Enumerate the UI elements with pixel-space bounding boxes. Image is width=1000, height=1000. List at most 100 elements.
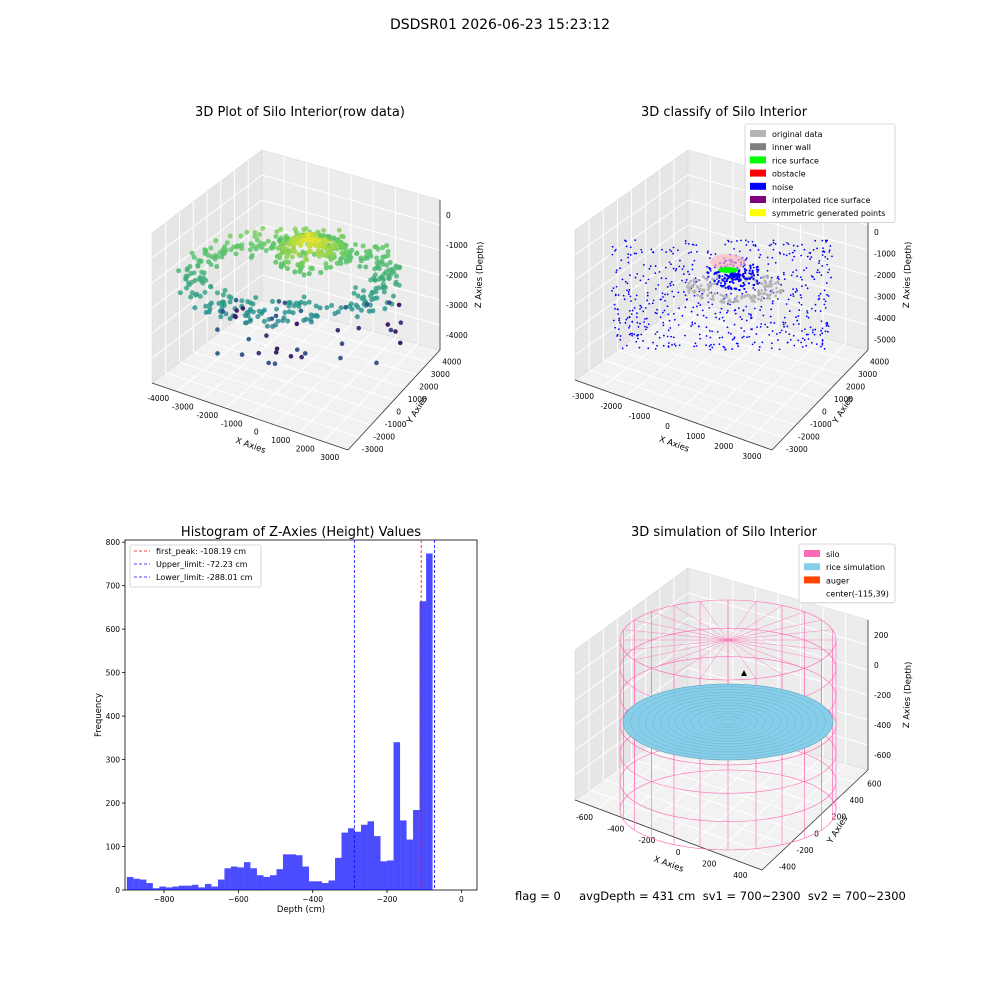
noise-point (627, 253, 630, 256)
noise-point (760, 322, 763, 325)
noise-point (631, 321, 634, 323)
data-point (312, 232, 318, 238)
original-point (706, 288, 710, 292)
noise-point (810, 275, 813, 277)
noise-point (720, 307, 723, 310)
noise-point (694, 342, 697, 345)
data-point (282, 309, 288, 315)
noise-point (819, 333, 822, 336)
noise-point (801, 346, 804, 348)
data-point (273, 350, 279, 355)
original-point (768, 296, 772, 300)
noise-point (615, 271, 618, 274)
data-point (176, 268, 182, 274)
data-point (353, 285, 359, 291)
original-point (766, 284, 769, 288)
histogram-bar (302, 866, 309, 890)
data-point (275, 245, 281, 251)
noise-point (821, 342, 824, 345)
noise-point (753, 341, 756, 344)
noise-point (684, 334, 686, 337)
z-tick-label: -3000 (446, 301, 468, 310)
x-axis-label: Depth (cm) (277, 905, 325, 915)
noise-point (821, 265, 824, 267)
noise-point (705, 326, 708, 329)
noise-point (730, 332, 732, 335)
noise-point (691, 263, 694, 266)
histogram-bar (133, 878, 140, 890)
y-tick-label: 100 (106, 843, 121, 852)
noise-point (723, 319, 725, 322)
data-point (214, 290, 220, 296)
noise-point (805, 333, 808, 336)
original-point (754, 294, 757, 298)
x-tick-label: 2000 (714, 442, 733, 451)
noise-point (806, 287, 809, 290)
noise-point (670, 281, 673, 283)
histogram-bar (348, 828, 355, 890)
histogram-bar (282, 854, 290, 890)
noise-point (758, 346, 761, 348)
legend-label: Lower_limit: -288.01 cm (156, 573, 253, 582)
data-point (188, 294, 194, 300)
noise-point (646, 291, 649, 294)
noise-point (681, 314, 684, 317)
surface-mesh (645, 691, 811, 753)
x-tick-label: 0 (665, 422, 670, 431)
noise-point (792, 334, 795, 337)
legend-label: obstacle (772, 170, 806, 179)
data-point (245, 299, 251, 305)
silo-roof-line (651, 611, 729, 641)
x-tick-label: −800 (154, 895, 175, 904)
noise-point (727, 331, 730, 334)
legend-swatch (750, 156, 766, 164)
original-point (713, 281, 717, 285)
noise-point (707, 301, 710, 304)
x-tick-label: 0 (676, 848, 681, 857)
noise-point (696, 250, 698, 253)
noise-point (654, 288, 657, 290)
noise-point (784, 330, 787, 333)
noise-point (744, 271, 747, 275)
noise-point (678, 344, 681, 347)
original-point (760, 295, 764, 299)
noise-point (664, 293, 666, 296)
figure-suptitle: DSDSR01 2026-06-23 15:23:12 (389, 17, 610, 33)
y-axis-line (347, 349, 441, 451)
data-point (343, 248, 350, 254)
data-point (253, 295, 259, 301)
data-point (300, 259, 306, 266)
noise-point (728, 275, 731, 279)
grid-line (323, 343, 419, 442)
data-point (331, 235, 337, 241)
noise-point (763, 297, 765, 300)
noise-point (722, 345, 725, 348)
noise-point (724, 282, 727, 285)
noise-point (766, 270, 769, 272)
noise-point (634, 276, 637, 279)
data-point (306, 270, 312, 277)
noise-point (714, 312, 717, 315)
data-point (317, 232, 323, 238)
data-point (189, 250, 195, 256)
noise-point (742, 335, 745, 338)
noise-point (827, 325, 830, 327)
noise-point (754, 245, 757, 248)
surface-mesh (660, 697, 796, 747)
noise-point (771, 302, 774, 305)
original-point (746, 294, 750, 298)
noise-point (693, 294, 696, 297)
noise-point (814, 309, 817, 312)
noise-point (796, 245, 799, 248)
noise-point (716, 330, 719, 333)
original-point (760, 289, 764, 292)
data-point (274, 346, 280, 352)
noise-point (786, 325, 789, 328)
noise-point (738, 307, 740, 310)
histogram-bar (263, 876, 270, 890)
data-point (220, 292, 226, 298)
original-point (762, 291, 765, 295)
z-tick-label: -4000 (874, 314, 896, 323)
noise-point (693, 345, 696, 348)
noise-point (752, 266, 755, 269)
